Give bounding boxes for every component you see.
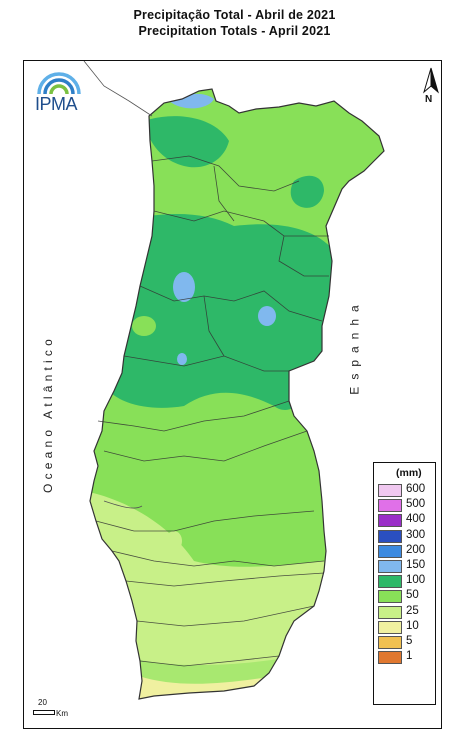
north-label: N: [425, 94, 433, 105]
legend-swatch: [378, 544, 402, 558]
legend-label: 200: [406, 543, 426, 556]
logo-text: IPMA: [35, 94, 78, 114]
legend-label: 400: [406, 513, 426, 526]
precipitation-legend: (mm) 600 500 400 300 200 150 100 50 25 10 5 1: [373, 462, 436, 705]
legend-swatch: [378, 560, 402, 573]
precipitation-map: [24, 61, 441, 728]
scale-bar-graphic: [33, 710, 55, 715]
legend-label: 150: [406, 559, 426, 571]
legend-unit: (mm): [396, 467, 422, 479]
map-frame: [23, 60, 442, 729]
ipma-logo: IPMA: [33, 70, 85, 120]
north-arrow: N: [420, 66, 442, 108]
legend-label: 1: [406, 650, 413, 663]
legend-swatch: [378, 636, 402, 649]
legend-label: 300: [406, 528, 426, 541]
legend-label: 10: [406, 619, 419, 632]
legend-label: 50: [406, 589, 419, 602]
legend-swatch: [378, 605, 402, 619]
legend-label: 500: [406, 498, 426, 511]
legend-swatch: [378, 514, 402, 528]
legend-label: 600: [406, 483, 426, 495]
legend-label: 25: [406, 604, 419, 617]
logo-arcs-icon: [37, 72, 81, 95]
legend-swatch: [378, 620, 402, 634]
scale-unit: Km: [56, 709, 68, 718]
scale-value: 20: [38, 698, 47, 707]
legend-swatch: [378, 590, 402, 604]
legend-swatch: [378, 529, 402, 543]
map-title-pt: Precipitação Total - Abril de 2021: [133, 8, 336, 22]
legend-swatch: [378, 484, 402, 497]
legend-swatch: [378, 651, 402, 665]
legend-swatch: [378, 575, 402, 589]
legend-label: 5: [406, 635, 413, 647]
legend-label: 100: [406, 574, 426, 587]
scale-bar: 20 Km: [33, 698, 73, 722]
ocean-label-text: Oceano Atlântico: [41, 335, 55, 493]
north-arrow-icon: [423, 67, 439, 94]
map-title-en: Precipitation Totals - April 2021: [138, 24, 331, 38]
spain-label-text: Espanha: [347, 298, 362, 395]
legend-swatch: [378, 499, 402, 513]
